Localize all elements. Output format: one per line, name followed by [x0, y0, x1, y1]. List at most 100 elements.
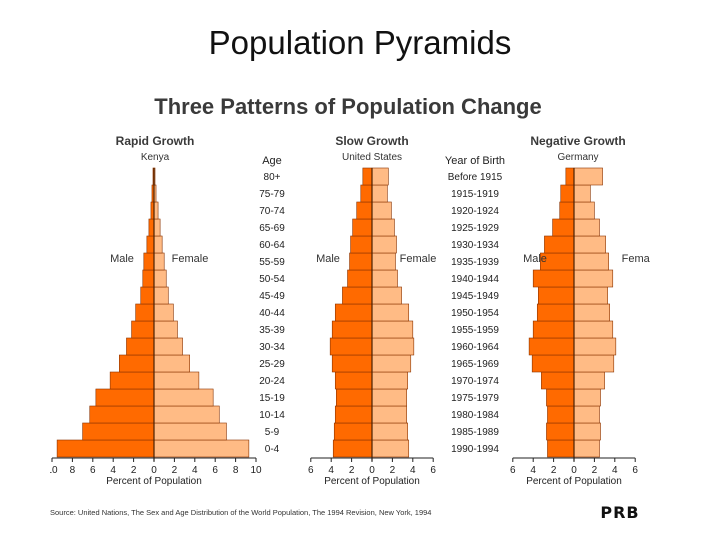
birth-year-label: 1940-1944: [451, 274, 499, 285]
bar-female-20-24: [153, 371, 200, 390]
bar-male-60-64: [146, 235, 155, 254]
bar-male-15-19: [335, 388, 373, 407]
x-tick-label: 4: [410, 465, 416, 476]
bar-male-10-14: [334, 405, 373, 424]
bar-male-55-59: [349, 252, 373, 271]
bar-female-55-59: [153, 252, 165, 271]
bar-female-75-79: [573, 184, 591, 203]
bar-male-30-34: [528, 337, 575, 356]
bar-male-60-64: [350, 235, 373, 254]
pyramid-1: Rapid Growth Kenya Male Female 10 8 6 4 2 0 2 4 6 8 10…: [50, 134, 262, 487]
bar-female-65-69: [153, 218, 161, 237]
bar-female-30-34: [153, 337, 183, 356]
bar-male-65-69: [148, 218, 155, 237]
male-label: Male: [316, 253, 340, 265]
bar-male-25-29: [331, 354, 373, 373]
birth-year-label: 1985-1989: [451, 427, 499, 438]
bar-female-35-39: [153, 320, 178, 339]
bar-male-45-49: [537, 286, 575, 305]
bar-male-25-29: [531, 354, 575, 373]
x-tick-label: 4: [328, 465, 334, 476]
bar-male-35-39: [131, 320, 155, 339]
age-label: 75-79: [259, 189, 285, 200]
x-tick-label: 2: [131, 465, 137, 476]
bar-female-30-34: [573, 337, 617, 356]
year-of-birth-header: Year of Birth: [445, 155, 505, 167]
bar-female-35-39: [371, 320, 414, 339]
birth-year-label: 1935-1939: [451, 257, 499, 268]
bar-female-5-9: [573, 422, 601, 441]
bar-female-0-4: [573, 439, 600, 458]
bar-male-30-34: [126, 337, 155, 356]
bar-female-55-59: [371, 252, 396, 271]
x-tick-label: 6: [510, 465, 516, 476]
bar-female-15-19: [371, 388, 407, 407]
pyramid-title: Rapid Growth: [116, 134, 195, 148]
bar-male-75-79: [360, 184, 373, 203]
bar-female-10-14: [153, 405, 220, 424]
bar-male-10-14: [89, 405, 155, 424]
figure-heading: Three Patterns of Population Change: [154, 94, 541, 119]
birth-year-label: 1930-1934: [451, 240, 499, 251]
x-tick-label: 2: [592, 465, 598, 476]
age-label: 40-44: [259, 308, 285, 319]
bar-male-0-4: [547, 439, 575, 458]
bar-male-65-69: [352, 218, 373, 237]
bar-female-60-64: [153, 235, 163, 254]
x-tick-label: 8: [233, 465, 239, 476]
pyramid-subtitle: United States: [342, 152, 402, 163]
birth-year-label: 1915-1919: [451, 189, 499, 200]
birth-year-label: 1925-1929: [451, 223, 499, 234]
prb-logo: PRB: [592, 504, 648, 522]
bar-female-45-49: [573, 286, 608, 305]
x-axis-title: Percent of Population: [526, 476, 622, 487]
bar-female-70-74: [573, 201, 595, 220]
bar-male-35-39: [532, 320, 575, 339]
bar-male-40-44: [536, 303, 575, 322]
bar-male-75-79: [560, 184, 575, 203]
bar-male-45-49: [342, 286, 373, 305]
birth-year-label: Before 1915: [448, 172, 503, 183]
bar-female-50-54: [573, 269, 614, 288]
bar-female-75-79: [371, 184, 388, 203]
bar-male-10-14: [547, 405, 575, 424]
bar-male-50-54: [347, 269, 373, 288]
bar-female-25-29: [371, 354, 412, 373]
x-tick-label: 6: [430, 465, 436, 476]
bar-female-10-14: [371, 405, 407, 424]
age-label: 55-59: [259, 257, 285, 268]
age-column-header: Age: [262, 155, 282, 167]
x-tick-label: 2: [551, 465, 557, 476]
x-tick-label: 4: [530, 465, 536, 476]
age-label: 65-69: [259, 223, 285, 234]
female-label: Female: [622, 253, 650, 265]
male-label: Male: [523, 253, 547, 265]
x-axis-title: Percent of Population: [106, 476, 202, 487]
bar-female-5-9: [153, 422, 227, 441]
pyramid-3: Negative Growth Germany Male Female 6 4 2 0 2 4 6P…: [510, 134, 650, 487]
bar-female-40-44: [153, 303, 174, 322]
birth-year-label: 1960-1964: [451, 342, 499, 353]
birth-year-label: 1955-1959: [451, 325, 499, 336]
age-label: 20-24: [259, 376, 285, 387]
bar-male-0-4: [56, 439, 155, 458]
birth-year-label: 1990-1994: [451, 444, 499, 455]
bar-female-25-29: [153, 354, 191, 373]
age-label: 15-19: [259, 393, 285, 404]
bar-male-40-44: [334, 303, 373, 322]
slide-title: Population Pyramids: [208, 24, 512, 61]
pyramid-title: Slow Growth: [335, 134, 408, 148]
x-tick-label: 6: [90, 465, 96, 476]
bar-female-60-64: [573, 235, 606, 254]
x-tick-label: 4: [192, 465, 198, 476]
birth-year-label: 1920-1924: [451, 206, 499, 217]
source-note: Source: United Nations, The Sex and Age …: [50, 508, 431, 517]
bar-female-0-4: [371, 439, 410, 458]
birth-year-label: 1980-1984: [451, 410, 499, 421]
age-label: 0-4: [265, 444, 280, 455]
bar-female-10-14: [573, 405, 600, 424]
bar-female-45-49: [153, 286, 169, 305]
female-label: Female: [400, 253, 437, 265]
x-tick-label: 2: [172, 465, 178, 476]
bar-male-70-74: [559, 201, 575, 220]
